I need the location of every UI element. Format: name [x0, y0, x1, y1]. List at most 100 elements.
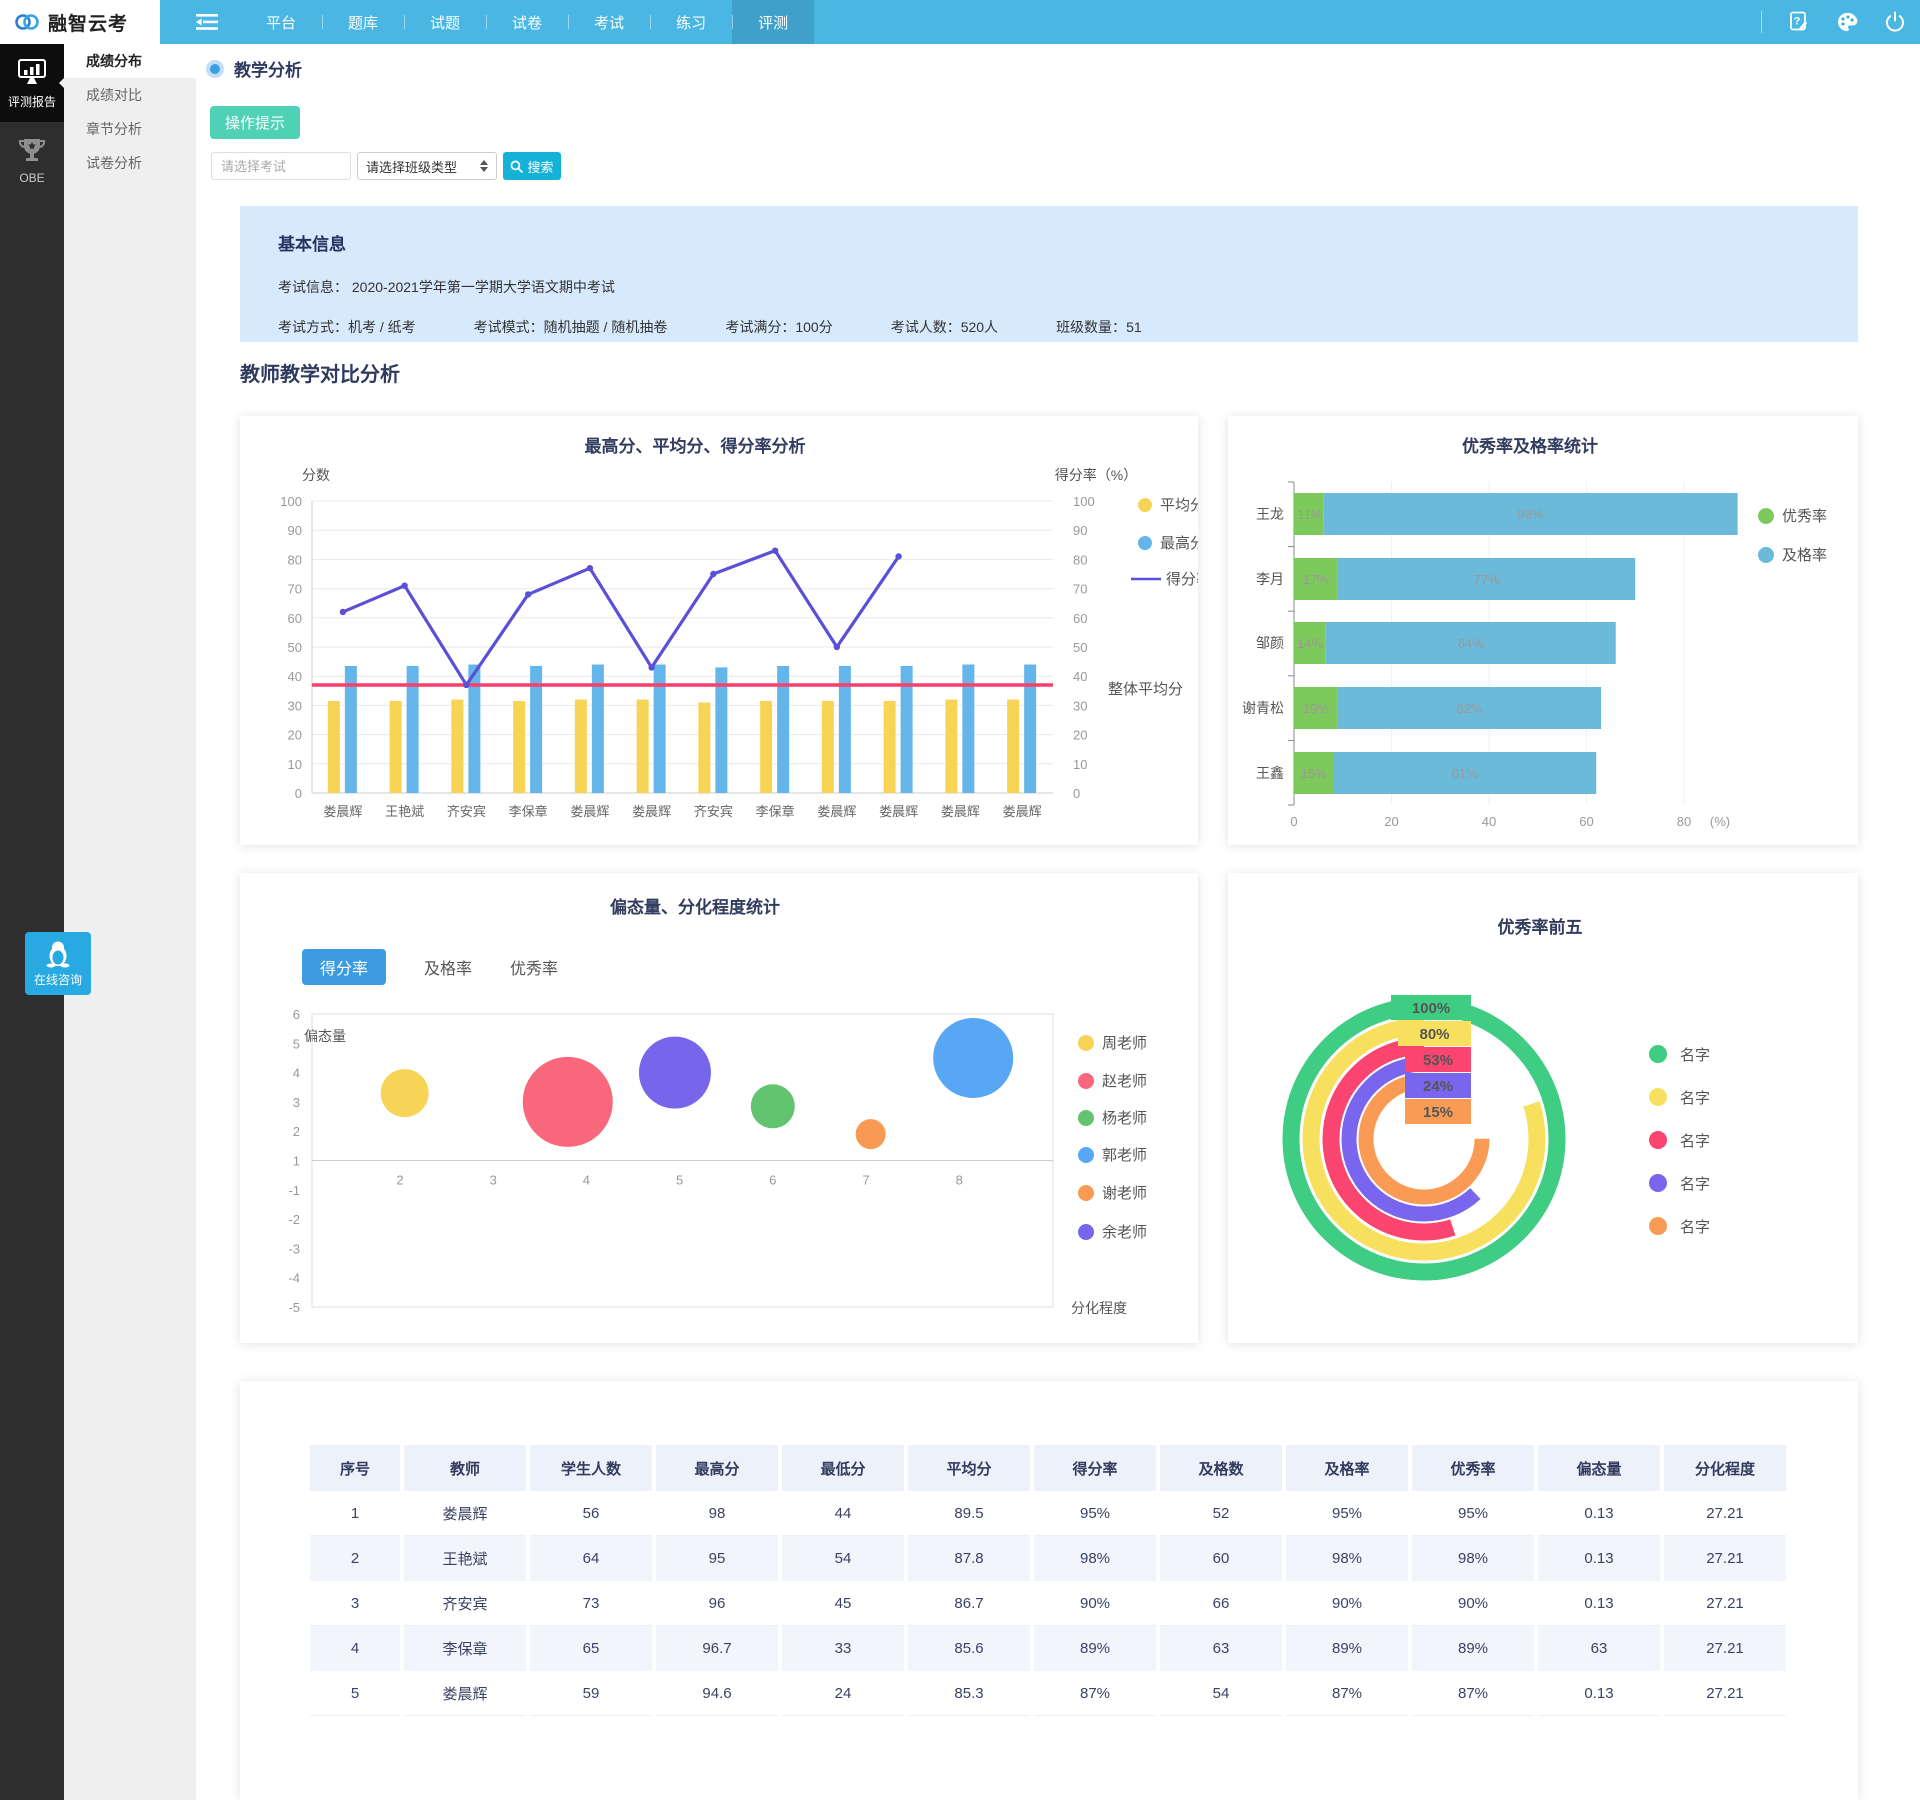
sidebar-collapse-icon[interactable]	[196, 13, 218, 31]
table-cell: 44	[782, 1491, 904, 1536]
table-cell: 65	[530, 1626, 652, 1671]
ring-label-chip	[1398, 1021, 1471, 1046]
submenu-item-chapter-analysis[interactable]: 章节分析	[86, 121, 142, 137]
submenu-item-paper-analysis[interactable]: 试卷分析	[86, 155, 142, 171]
info-field-value: 520人	[960, 319, 999, 335]
nav-item-papers[interactable]: 试卷	[486, 0, 568, 44]
info-field-value: 51	[1126, 319, 1142, 335]
svg-text:郭老师: 郭老师	[1102, 1147, 1147, 1164]
table-cell: 54	[1160, 1671, 1282, 1716]
exam-select-input[interactable]	[211, 152, 351, 180]
svg-text:53%: 53%	[1423, 1052, 1453, 1069]
bubble-chart-tabs: 得分率 及格率 优秀率	[302, 949, 558, 985]
svg-text:-1: -1	[288, 1183, 300, 1198]
table-cell: 96	[656, 1581, 778, 1626]
score-chart-legend[interactable]: 平均分最高分得分率	[1131, 497, 1211, 588]
table-cell: 87%	[1034, 1671, 1156, 1716]
rate-chart-legend[interactable]: 优秀率及格率	[1758, 508, 1827, 564]
nav-item-practice[interactable]: 练习	[650, 0, 732, 44]
operation-tip-button[interactable]: 操作提示	[210, 106, 300, 139]
info-field-1: 考试模式：随机抽题 / 随机抽卷	[474, 317, 668, 337]
bubble-tab-2[interactable]: 优秀率	[510, 961, 559, 978]
search-button[interactable]: 搜索	[503, 152, 561, 180]
svg-text:40: 40	[1482, 814, 1496, 829]
svg-text:24%: 24%	[1423, 1078, 1453, 1095]
info-field-label: 考试满分：	[725, 319, 796, 335]
svg-text:最高分、平均分、得分率分析: 最高分、平均分、得分率分析	[585, 436, 806, 456]
table-row: 1 娄晨辉 56 98 44 89.5 95% 52 95% 95% 0.13 27.21	[310, 1491, 1786, 1536]
svg-text:王鑫: 王鑫	[1256, 765, 1284, 781]
brand-logo[interactable]: 融智云考	[0, 0, 160, 44]
svg-text:40: 40	[1073, 669, 1087, 684]
table-cell: 娄晨辉	[404, 1491, 526, 1536]
svg-text:优秀率及格率统计: 优秀率及格率统计	[1462, 436, 1598, 456]
bubble-tab-1[interactable]: 及格率	[424, 961, 473, 978]
bubble-tab-0[interactable]: 得分率	[302, 949, 387, 985]
svg-text:61%: 61%	[1452, 766, 1478, 781]
palette-icon[interactable]	[1836, 11, 1858, 33]
svg-text:15%: 15%	[1423, 1104, 1453, 1121]
svg-text:30: 30	[288, 698, 302, 713]
sidebar-item-label: OBE	[19, 171, 45, 185]
nav-item-question-bank[interactable]: 题库	[322, 0, 404, 44]
table-cell: 0.13	[1538, 1536, 1660, 1581]
svg-text:名字: 名字	[1680, 1219, 1710, 1236]
svg-text:40: 40	[288, 669, 302, 684]
nav-item-evaluation[interactable]: 评测	[732, 0, 815, 44]
svg-text:杨老师: 杨老师	[1102, 1110, 1147, 1127]
nav-item-platform[interactable]: 平台	[266, 14, 297, 32]
sidebar-item-report[interactable]: 评测报告	[0, 44, 65, 122]
svg-text:80: 80	[288, 552, 302, 567]
teacher-table-wrap: 序号 教师 学生人数 最高分 最低分 平均分 得分率 及格数 及格率 优秀率 偏态量 分化程度 1 娄晨辉…	[306, 1445, 1790, 1716]
table-cell: 98%	[1034, 1536, 1156, 1581]
nav-item-exams[interactable]: 考试	[568, 0, 650, 44]
ring-label-chip	[1405, 1047, 1471, 1072]
svg-text:3: 3	[293, 1095, 300, 1110]
svg-text:李月: 李月	[1256, 571, 1284, 587]
svg-text:偏态量: 偏态量	[304, 1028, 346, 1044]
info-field-0: 考试方式：机考 / 纸考	[278, 317, 416, 337]
class-type-select[interactable]: 请选择班级类型	[357, 152, 497, 180]
svg-text:80%: 80%	[1419, 1026, 1449, 1043]
submenu-item-score-comparison[interactable]: 成绩对比	[86, 87, 142, 103]
table-cell: 33	[782, 1626, 904, 1671]
svg-text:64%: 64%	[1458, 636, 1484, 651]
help-icon[interactable]: ?	[1788, 11, 1810, 33]
svg-text:14%: 14%	[1297, 636, 1323, 651]
svg-text:齐安宾: 齐安宾	[694, 804, 733, 819]
table-header: 偏态量	[1538, 1445, 1660, 1491]
navbar-actions: ?	[1761, 0, 1906, 44]
online-consult-button[interactable]: 在线咨询	[25, 932, 91, 995]
svg-text:2: 2	[293, 1124, 300, 1139]
power-icon[interactable]	[1884, 11, 1906, 33]
svg-text:李保章: 李保章	[756, 804, 795, 819]
table-cell: 45	[782, 1581, 904, 1626]
svg-text:0: 0	[1073, 786, 1080, 801]
svg-text:70: 70	[288, 582, 302, 597]
svg-text:得分率（%）: 得分率（%）	[1055, 467, 1137, 483]
table-cell: 27.21	[1664, 1491, 1786, 1536]
ring-label-chip	[1391, 995, 1471, 1020]
svg-text:-3: -3	[288, 1241, 300, 1256]
table-row: 4 李保章 65 96.7 33 85.6 89% 63 89% 89% 63 27.21	[310, 1626, 1786, 1671]
svg-text:(%): (%)	[1710, 814, 1730, 829]
brand-name: 融智云考	[48, 13, 129, 35]
nav-item-questions[interactable]: 试题	[404, 0, 486, 44]
info-field-value: 机考 / 纸考	[348, 319, 416, 335]
search-icon	[511, 160, 524, 173]
svg-text:60: 60	[1073, 611, 1087, 626]
table-header: 平均分	[908, 1445, 1030, 1491]
top5-excellent-card: 优秀率前五 100% 80% 53% 24% 15% 名字 名字 名字 名字 名字	[1228, 873, 1858, 1343]
svg-text:齐安宾: 齐安宾	[447, 804, 486, 819]
submenu-item-score-distribution[interactable]: 成绩分布	[64, 44, 197, 78]
svg-text:谢青松: 谢青松	[1242, 700, 1284, 716]
page-mode-radio[interactable]: 教学分析	[210, 56, 302, 81]
svg-text:4: 4	[583, 1173, 590, 1188]
svg-text:19%: 19%	[1303, 701, 1329, 716]
sidebar-item-obe[interactable]: OBE	[0, 122, 64, 197]
svg-text:90: 90	[1073, 523, 1087, 538]
table-cell: 85.3	[908, 1671, 1030, 1716]
